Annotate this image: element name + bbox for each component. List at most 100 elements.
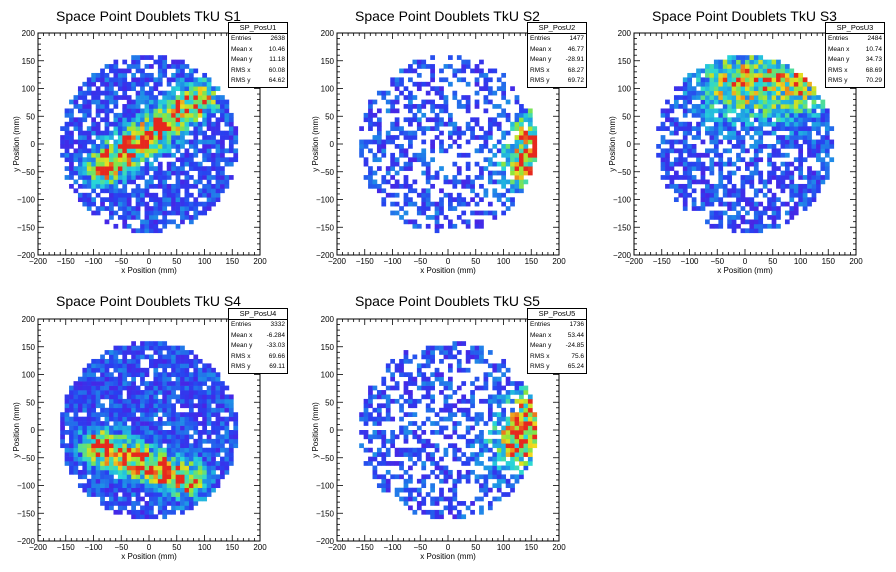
histogram-bin xyxy=(180,478,185,484)
histogram-bin xyxy=(211,201,216,207)
histogram-bin xyxy=(171,112,176,118)
histogram-bin xyxy=(368,456,373,462)
histogram-bin xyxy=(496,179,502,185)
histogram-bin xyxy=(390,183,396,189)
histogram-bin xyxy=(753,215,759,220)
histogram-bin xyxy=(793,121,799,127)
histogram-bin xyxy=(91,148,97,154)
histogram-bin xyxy=(682,206,688,211)
histogram-bin xyxy=(144,130,150,136)
histogram-bin xyxy=(166,112,172,118)
histogram-bin xyxy=(519,139,524,145)
histogram-bin xyxy=(443,398,449,404)
histogram-bin xyxy=(135,90,141,96)
histogram-bin xyxy=(456,68,462,74)
histogram-bin xyxy=(171,144,176,149)
histogram-bin xyxy=(95,161,101,167)
histogram-bin xyxy=(122,403,128,409)
histogram-bin xyxy=(153,483,159,489)
histogram-bin xyxy=(793,104,799,109)
histogram-bin xyxy=(202,376,208,382)
histogram-bin xyxy=(376,394,382,400)
histogram-bin xyxy=(776,206,781,211)
histogram-bin xyxy=(64,121,70,127)
histogram-bin xyxy=(709,72,715,78)
histogram-bin xyxy=(69,161,74,167)
histogram-bin xyxy=(224,179,230,185)
histogram-bin xyxy=(776,183,781,189)
histogram-bin xyxy=(784,170,790,176)
histogram-bin xyxy=(811,175,817,180)
histogram-bin xyxy=(162,179,168,185)
histogram-bin xyxy=(740,86,746,92)
histogram-bin xyxy=(197,175,203,180)
histogram-bin xyxy=(206,367,212,373)
histogram-bin xyxy=(162,130,168,136)
histogram-bin xyxy=(193,210,199,216)
histogram-bin xyxy=(109,403,114,409)
histogram-bin xyxy=(727,223,732,229)
histogram-bin xyxy=(390,77,396,83)
histogram-bin xyxy=(749,170,755,176)
histogram-bin xyxy=(421,130,427,136)
histogram-bin xyxy=(363,461,369,466)
histogram-bin xyxy=(492,170,498,176)
histogram-bin xyxy=(416,223,422,229)
y-tick-label: 0 xyxy=(627,140,632,149)
histogram-bin xyxy=(184,206,190,211)
histogram-bin xyxy=(69,430,74,435)
histogram-bin xyxy=(197,487,203,493)
histogram-bin xyxy=(202,201,208,207)
histogram-bin xyxy=(479,452,484,457)
histogram-bin xyxy=(126,104,132,109)
histogram-bin xyxy=(86,416,92,422)
histogram-bin xyxy=(421,64,427,69)
histogram-bin xyxy=(749,55,755,60)
histogram-bin xyxy=(793,95,799,100)
histogram-bin xyxy=(381,483,387,489)
histogram-bin xyxy=(678,188,684,194)
histogram-bin xyxy=(126,412,132,417)
histogram-bin xyxy=(736,99,741,105)
histogram-bin xyxy=(171,72,176,78)
histogram-bin xyxy=(487,161,493,167)
histogram-bin xyxy=(456,135,462,140)
histogram-bin xyxy=(95,412,101,417)
histogram-bin xyxy=(776,223,781,229)
histogram-bin xyxy=(140,465,145,471)
histogram-bin xyxy=(807,90,812,96)
histogram-bin xyxy=(135,201,141,207)
histogram-bin xyxy=(824,139,830,145)
histogram-bin xyxy=(479,509,484,515)
histogram-bin xyxy=(166,363,172,369)
histogram-bin xyxy=(135,430,141,435)
histogram-bin xyxy=(77,434,83,440)
histogram-bin xyxy=(465,478,471,484)
histogram-bin xyxy=(448,505,453,511)
histogram-bin xyxy=(135,210,141,216)
histogram-bin xyxy=(403,210,409,216)
histogram-bin xyxy=(180,139,185,145)
histogram-bin xyxy=(86,179,92,185)
histogram-bin xyxy=(126,461,132,466)
histogram-bin xyxy=(673,104,679,109)
histogram-bin xyxy=(439,509,444,515)
histogram-bin xyxy=(443,99,449,105)
histogram-bin xyxy=(727,192,732,198)
histogram-bin xyxy=(202,412,208,417)
histogram-bin xyxy=(149,514,154,520)
histogram-bin xyxy=(434,421,440,426)
histogram-bin xyxy=(709,117,715,123)
histogram-bin xyxy=(166,438,172,444)
histogram-bin xyxy=(381,456,387,462)
histogram-bin xyxy=(153,126,159,131)
histogram-bin xyxy=(100,407,105,413)
histogram-bin xyxy=(403,447,409,453)
histogram-bin xyxy=(153,438,159,444)
histogram-bin xyxy=(731,215,737,220)
histogram-bin xyxy=(731,228,737,234)
histogram-bin xyxy=(193,104,199,109)
histogram-bin xyxy=(82,166,88,171)
histogram-bin xyxy=(421,188,427,194)
histogram-bin xyxy=(100,183,105,189)
